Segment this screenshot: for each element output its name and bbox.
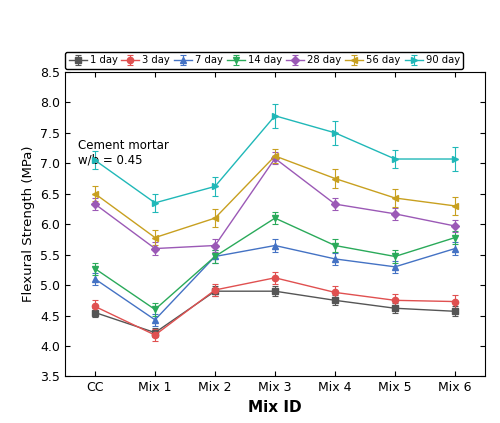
Y-axis label: Flexural Strength (MPa): Flexural Strength (MPa) xyxy=(22,146,35,302)
X-axis label: Mix ID: Mix ID xyxy=(248,400,302,415)
Text: Cement mortar
w/b = 0.45: Cement mortar w/b = 0.45 xyxy=(78,139,168,167)
Legend: 1 day, 3 day, 7 day, 14 day, 28 day, 56 day, 90 day: 1 day, 3 day, 7 day, 14 day, 28 day, 56 … xyxy=(65,52,463,69)
